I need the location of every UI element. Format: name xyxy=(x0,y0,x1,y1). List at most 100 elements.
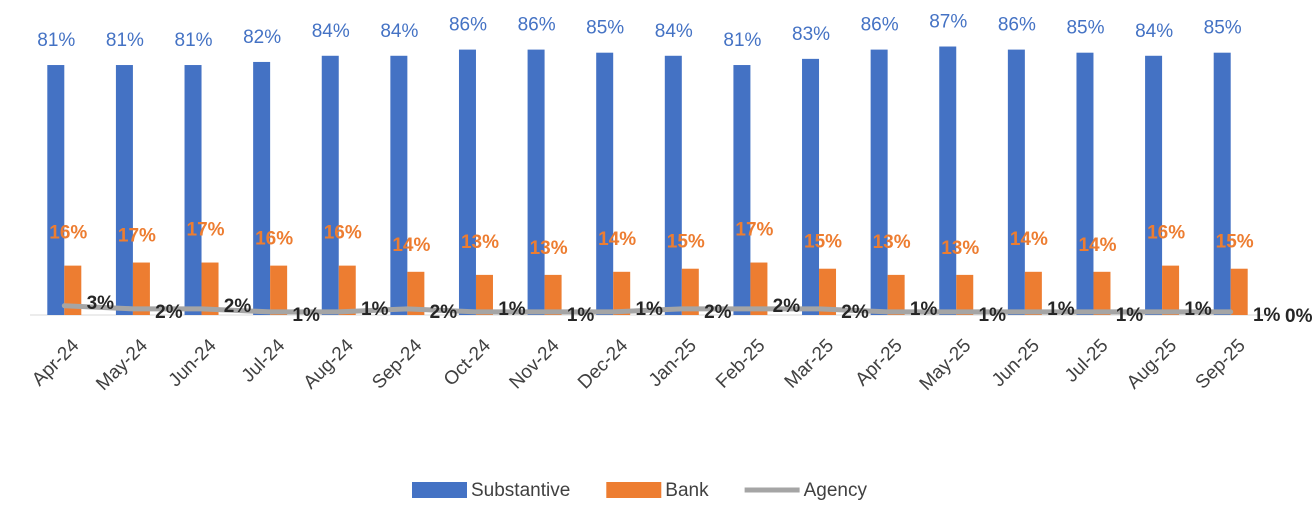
line xyxy=(61,303,1234,315)
data-label: 1% xyxy=(361,299,389,320)
data-label: 86% xyxy=(998,15,1036,36)
bar xyxy=(47,65,65,315)
x-tick-label: Aug-24 xyxy=(300,335,358,393)
data-label: 14% xyxy=(1078,235,1116,256)
data-label: 1% xyxy=(910,299,938,320)
bar xyxy=(1007,49,1025,315)
data-label: 15% xyxy=(667,232,705,253)
bar xyxy=(939,46,957,315)
data-label: 1% xyxy=(292,305,320,326)
data-label: 15% xyxy=(804,232,842,253)
x-tick-label: Sep-25 xyxy=(1192,335,1250,393)
x-tick-label: Feb-25 xyxy=(712,335,769,392)
x-tick-label: Mar-25 xyxy=(781,335,838,392)
data-label: 16% xyxy=(1147,223,1185,244)
bar xyxy=(527,49,545,315)
data-label: 2% xyxy=(155,302,183,323)
data-label: 15% xyxy=(1216,232,1254,253)
bar xyxy=(338,265,356,315)
bar xyxy=(201,262,219,315)
bar xyxy=(733,65,751,315)
legend-swatch xyxy=(412,482,467,498)
bar xyxy=(115,65,133,315)
bar xyxy=(1162,265,1180,315)
x-tick-label: May-25 xyxy=(916,335,976,395)
data-label: 81% xyxy=(37,30,75,51)
data-label: 2% xyxy=(841,302,869,323)
data-label: 84% xyxy=(1135,21,1173,42)
data-label: 86% xyxy=(518,15,556,36)
data-label: 16% xyxy=(49,223,87,244)
legend-label: Agency xyxy=(804,480,868,501)
bar xyxy=(321,55,339,315)
x-tick-label: Oct-24 xyxy=(440,335,495,390)
data-label: 2% xyxy=(224,296,252,317)
x-tick-label: Dec-24 xyxy=(574,335,632,393)
bar xyxy=(64,265,82,315)
data-label: 84% xyxy=(380,21,418,42)
data-label: 81% xyxy=(723,30,761,51)
bar xyxy=(1213,52,1231,315)
data-label: 16% xyxy=(324,223,362,244)
bar xyxy=(596,52,614,315)
bar xyxy=(184,65,202,315)
data-label: 1% xyxy=(1047,299,1075,320)
bar xyxy=(819,268,837,315)
bar xyxy=(475,274,493,315)
data-label: 81% xyxy=(175,30,213,51)
bar xyxy=(1145,55,1163,315)
data-label: 14% xyxy=(392,235,430,256)
bar xyxy=(132,262,150,315)
bar xyxy=(390,55,408,315)
bar xyxy=(887,274,905,315)
data-label: 86% xyxy=(449,15,487,36)
data-label: 14% xyxy=(598,229,636,250)
legend-label: Bank xyxy=(665,480,709,501)
data-label: 84% xyxy=(655,21,693,42)
data-label: 13% xyxy=(873,232,911,253)
data-label: 84% xyxy=(312,21,350,42)
bar xyxy=(1093,271,1111,315)
data-label: 1% xyxy=(979,305,1007,326)
data-label: 2% xyxy=(430,302,458,323)
x-tick-label: Apr-24 xyxy=(28,335,83,390)
data-label: 1% xyxy=(567,305,595,326)
data-label: 14% xyxy=(1010,229,1048,250)
bar xyxy=(750,262,768,315)
legend-label: Substantive xyxy=(471,480,570,501)
data-label: 85% xyxy=(586,18,624,39)
bar xyxy=(1024,271,1042,315)
data-label: 16% xyxy=(255,229,293,250)
data-label: 87% xyxy=(929,12,967,33)
bar xyxy=(802,58,820,315)
data-label: 3% xyxy=(87,293,115,314)
x-tick-label: Jul-25 xyxy=(1061,335,1112,386)
x-tick-label: Nov-24 xyxy=(506,335,564,393)
bar xyxy=(270,265,288,315)
data-label: 82% xyxy=(243,27,281,48)
bar xyxy=(544,274,562,315)
bar xyxy=(458,49,476,315)
data-label: 83% xyxy=(792,24,830,45)
data-label: 85% xyxy=(1066,18,1104,39)
data-label: 17% xyxy=(187,220,225,241)
x-tick-label: Apr-25 xyxy=(852,335,907,390)
bar xyxy=(407,271,425,315)
x-tick-label: May-24 xyxy=(92,335,152,395)
data-label: 86% xyxy=(861,15,899,36)
x-tick-label: Jun-25 xyxy=(988,335,1044,391)
bar xyxy=(1230,268,1248,315)
x-tick-label: Jan-25 xyxy=(645,335,701,391)
data-label: 13% xyxy=(941,238,979,259)
data-label: 13% xyxy=(461,232,499,253)
y2-tick-label: 0% xyxy=(1285,306,1313,327)
data-label: 1% xyxy=(635,299,663,320)
data-label: 17% xyxy=(118,226,156,247)
x-tick-label: Aug-25 xyxy=(1123,335,1181,393)
x-tick-label: Jun-24 xyxy=(165,335,221,391)
bar xyxy=(956,274,974,315)
data-label: 1% xyxy=(1253,305,1281,326)
bar xyxy=(870,49,888,315)
x-tick-label: Jul-24 xyxy=(238,335,290,387)
